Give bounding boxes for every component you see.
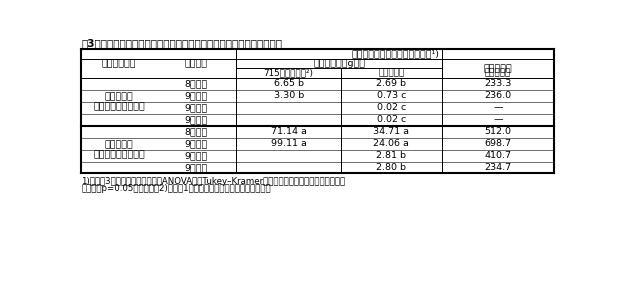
Text: 2.80 b: 2.80 b — [376, 163, 406, 172]
Text: 9月下旬: 9月下旬 — [185, 115, 208, 124]
Text: 99.11 a: 99.11 a — [271, 139, 307, 148]
Text: 715日度経過時²): 715日度経過時²) — [264, 68, 314, 78]
Text: 236.0: 236.0 — [484, 91, 512, 100]
Text: エンバク根における線虫産卵量¹): エンバク根における線虫産卵量¹) — [352, 50, 439, 59]
Text: 栽培終了時: 栽培終了時 — [378, 68, 404, 78]
Text: 71.14 a: 71.14 a — [271, 127, 307, 136]
Text: 0.73 c: 0.73 c — [377, 91, 406, 100]
Text: 9月中旬: 9月中旬 — [185, 151, 208, 160]
Text: —: — — [493, 115, 503, 124]
Text: 698.7: 698.7 — [484, 139, 512, 148]
Text: —: — — [493, 103, 503, 112]
Text: 6.65 b: 6.65 b — [273, 80, 304, 88]
Text: 24.06 a: 24.06 a — [373, 139, 409, 148]
Text: エンバク品種: エンバク品種 — [102, 59, 136, 68]
Text: 233.3: 233.3 — [484, 80, 512, 88]
Text: 1)数値は3反復の平均値を示す。ANOVA後にTukey–Kramer法で検定し、各列内の同一符号間に: 1)数値は3反復の平均値を示す。ANOVA後にTukey–Kramer法で検定し… — [81, 177, 345, 186]
Text: たちいぶき
（線虫増殖性・低）: たちいぶき （線虫増殖性・低） — [93, 92, 145, 112]
Text: 卵数／卵嚢: 卵数／卵嚢 — [484, 64, 512, 73]
Text: 8月下旬: 8月下旬 — [185, 80, 208, 88]
Text: 8月下旬: 8月下旬 — [185, 127, 208, 136]
Text: 着生卵嚢数／g生根: 着生卵嚢数／g生根 — [313, 59, 365, 68]
Text: 512.0: 512.0 — [484, 127, 512, 136]
Text: 9月上旬: 9月上旬 — [185, 139, 208, 148]
Text: 2.81 b: 2.81 b — [376, 151, 406, 160]
Text: 9月上旬: 9月上旬 — [185, 91, 208, 100]
Text: 3.30 b: 3.30 b — [273, 91, 304, 100]
Text: 9月下旬: 9月下旬 — [185, 163, 208, 172]
Text: 有意差（p=0.05）なし。　2)線虫が1世代を確実に経過する時期の調査。: 有意差（p=0.05）なし。 2)線虫が1世代を確実に経過する時期の調査。 — [81, 184, 271, 193]
Text: 410.7: 410.7 — [484, 151, 512, 160]
Text: 0.02 c: 0.02 c — [377, 115, 406, 124]
Text: 表3　播種時期が異なるエンバク夏播き栽培における線虫産卵量の比較: 表3 播種時期が異なるエンバク夏播き栽培における線虫産卵量の比較 — [81, 38, 282, 48]
Text: 234.7: 234.7 — [484, 163, 512, 172]
Text: 播種時期: 播種時期 — [185, 59, 208, 68]
Text: はえいぶき
（線虫増殖性・高）: はえいぶき （線虫増殖性・高） — [93, 140, 145, 159]
Text: 0.02 c: 0.02 c — [377, 103, 406, 112]
Text: 2.69 b: 2.69 b — [376, 80, 406, 88]
Text: 栽培終了時: 栽培終了時 — [485, 68, 511, 78]
Text: 34.71 a: 34.71 a — [373, 127, 409, 136]
Text: 9月中旬: 9月中旬 — [185, 103, 208, 112]
